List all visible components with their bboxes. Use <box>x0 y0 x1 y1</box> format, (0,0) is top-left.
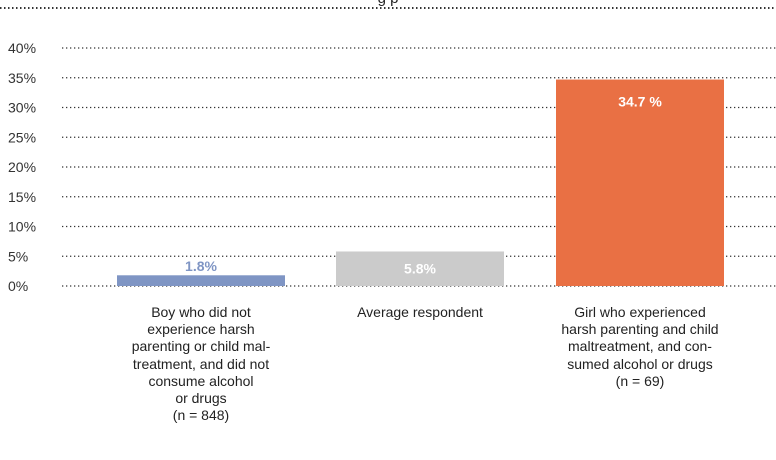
y-tick-label: 25% <box>8 129 36 145</box>
data-label: 34.7 % <box>618 94 662 110</box>
data-label: 1.8% <box>185 258 217 274</box>
x-category-label: Girl who experienced harsh parenting and… <box>561 304 719 389</box>
chart-title-fragment: g p <box>0 0 776 7</box>
y-tick-label: 15% <box>8 189 36 205</box>
y-tick-label: 20% <box>8 159 36 175</box>
bar <box>336 251 504 286</box>
bar <box>556 79 724 286</box>
x-category-label: Average respondent <box>357 304 483 320</box>
y-tick-label: 35% <box>8 70 36 86</box>
data-label: 5.8% <box>404 260 436 276</box>
y-tick-label: 40% <box>8 40 36 56</box>
y-tick-label: 30% <box>8 100 36 116</box>
bar <box>117 275 285 286</box>
x-category-label: Boy who did not experience harsh parenti… <box>131 304 271 424</box>
y-tick-label: 0% <box>8 278 28 294</box>
y-tick-label: 5% <box>8 248 28 264</box>
y-tick-label: 10% <box>8 219 36 235</box>
